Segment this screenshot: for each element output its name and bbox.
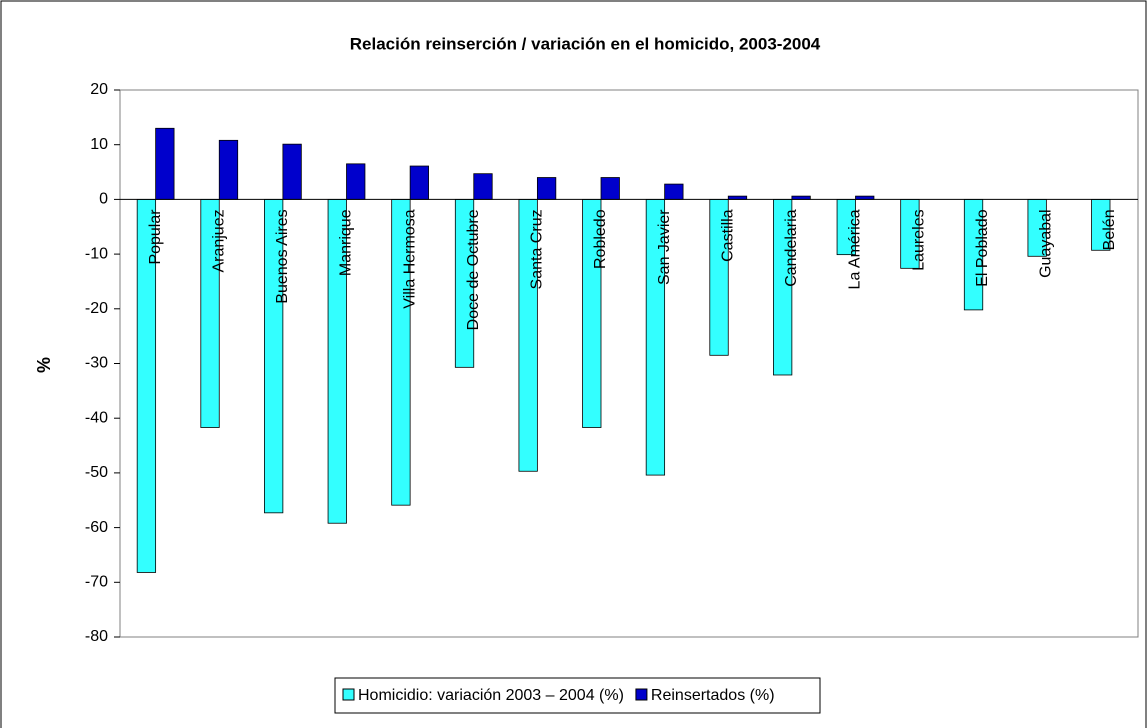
y-tick-label: 20 — [90, 81, 108, 98]
bar — [536, 177, 557, 200]
bar — [473, 173, 493, 200]
x-tick-label: Robledo — [592, 209, 609, 269]
y-tick-label: -30 — [85, 355, 108, 372]
y-tick-label: -50 — [85, 464, 108, 481]
bar — [600, 177, 620, 200]
bar — [346, 163, 366, 200]
x-tick-label: Doce de Octubre — [465, 209, 482, 330]
x-tick-label: Belén — [1101, 209, 1118, 250]
bar — [409, 165, 429, 200]
x-tick-label: Popular — [147, 209, 164, 265]
y-tick-label: -70 — [85, 574, 108, 591]
x-tick-label: Villa Hermosa — [401, 209, 418, 308]
x-tick-label: Buenos Aires — [274, 209, 291, 303]
x-tick-label: El Poblado — [974, 209, 991, 286]
y-tick-label: 10 — [90, 136, 108, 153]
bar — [155, 127, 175, 200]
y-tick-label: -80 — [85, 628, 108, 645]
y-tick-label: -20 — [85, 300, 108, 317]
bar — [664, 183, 684, 200]
y-tick-label: -40 — [85, 409, 108, 426]
legend-swatch — [342, 688, 355, 701]
x-tick-label: Castilla — [719, 209, 736, 262]
chart-title: Relación reinserción / variación en el h… — [350, 34, 821, 53]
y-tick-label: -10 — [85, 245, 108, 262]
legend-label: Reinsertados (%) — [651, 687, 775, 704]
bar — [218, 139, 239, 200]
x-tick-label: San Javier — [656, 209, 673, 285]
x-tick-label: Laureles — [910, 209, 927, 270]
legend-label: Homicidio: variación 2003 – 2004 (%) — [358, 687, 624, 704]
x-tick-label: Santa Cruz — [529, 209, 546, 289]
y-tick-label: -60 — [85, 519, 108, 536]
legend-box — [334, 677, 821, 714]
x-tick-label: Manrique — [338, 209, 355, 276]
legend-swatch — [635, 688, 648, 701]
x-tick-label: La América — [847, 209, 864, 289]
bar — [282, 143, 302, 200]
x-tick-label: Guayabal — [1038, 209, 1055, 278]
y-axis-label: % — [34, 357, 54, 373]
y-tick-label: 0 — [99, 191, 108, 208]
x-tick-label: Aranjuez — [210, 209, 227, 272]
x-tick-label: Candelaria — [783, 209, 800, 286]
